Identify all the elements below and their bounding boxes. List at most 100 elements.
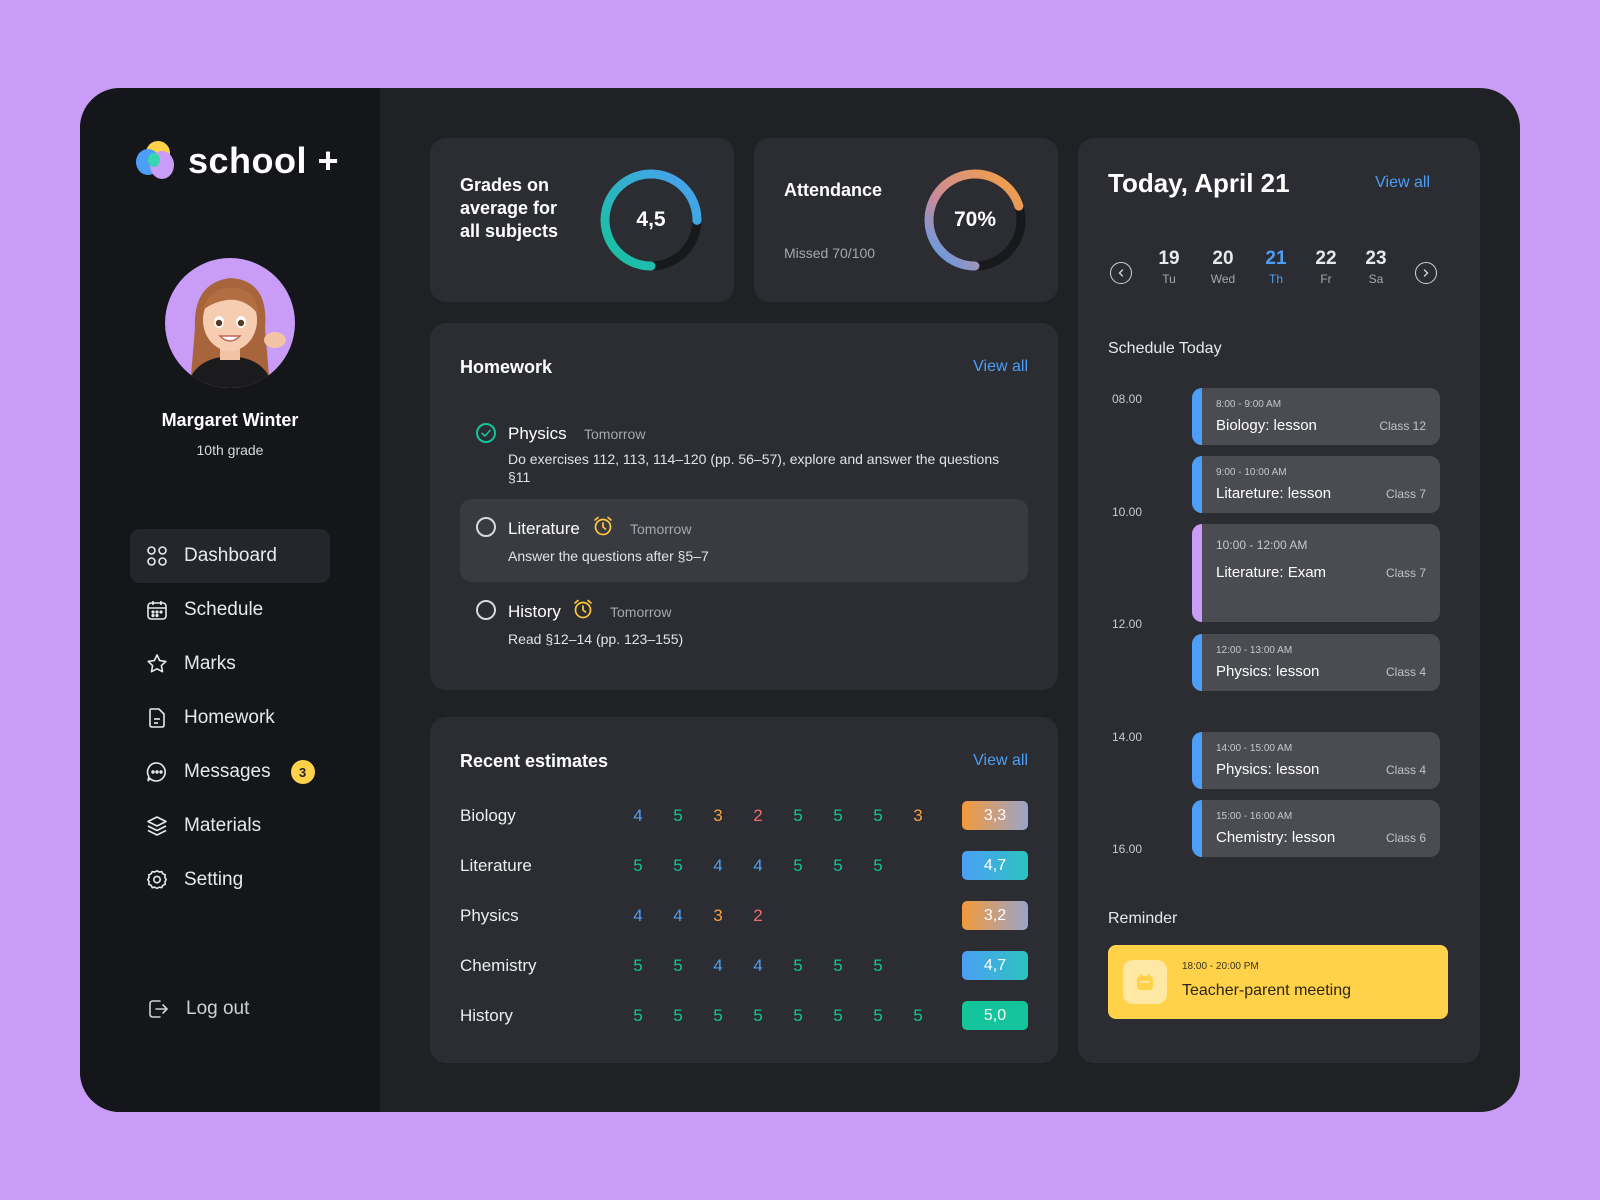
estimates-row[interactable]: History 5 5 5 5 5 5 5 5 5,0 — [460, 1001, 1028, 1031]
day-19[interactable]: 19 Tu — [1149, 248, 1189, 286]
estimate-mark: 2 — [753, 806, 763, 825]
schedule-event[interactable]: 8:00 - 9:00 AM Biology: lesson Class 12 — [1192, 388, 1440, 445]
estimate-mark: 5 — [873, 956, 883, 975]
estimate-average-badge: 3,2 — [962, 901, 1028, 930]
logout-button[interactable]: Log out — [146, 997, 249, 1021]
day-22[interactable]: 22 Fr — [1306, 248, 1346, 286]
document-icon — [149, 708, 165, 728]
event-name: Literature: Exam — [1216, 564, 1327, 581]
homework-checkbox[interactable] — [476, 423, 496, 443]
estimates-row[interactable]: Physics 4 4 3 2 3,2 — [460, 901, 1028, 931]
reminder-calendar-icon — [1123, 960, 1167, 1004]
time-label: 14.00 — [1112, 730, 1143, 744]
homework-view-all-link[interactable]: View all — [973, 358, 1028, 375]
sidebar: school + — [80, 88, 380, 1112]
sidebar-item-homework[interactable]: Homework — [130, 691, 330, 745]
event-time: 10:00 - 12:00 AM — [1216, 538, 1308, 552]
homework-item-history[interactable]: History Tomorrow Read §12–14 (pp. 123–15… — [460, 588, 1028, 658]
day-23[interactable]: 23 Sa — [1356, 248, 1396, 286]
schedule-event[interactable]: 12:00 - 13:00 AM Physics: lesson Class 4 — [1192, 634, 1440, 691]
schedule-event[interactable]: 9:00 - 10:00 AM Litareture: lesson Class… — [1192, 456, 1440, 513]
event-time: 9:00 - 10:00 AM — [1216, 467, 1287, 478]
estimates-row[interactable]: Literature 5 5 4 4 5 5 5 4,7 — [460, 851, 1028, 881]
estimate-average-badge: 5,0 — [962, 1001, 1028, 1030]
estimate-subject: Physics — [460, 906, 519, 925]
estimate-mark: 5 — [753, 1006, 763, 1025]
logo[interactable]: school + — [136, 140, 339, 182]
homework-checkbox[interactable] — [476, 600, 496, 620]
day-20[interactable]: 20 Wed — [1203, 248, 1243, 286]
logo-mark-icon — [136, 141, 176, 181]
estimates-view-all-link[interactable]: View all — [973, 752, 1028, 769]
estimate-mark: 5 — [793, 1006, 803, 1025]
estimate-average-badge: 4,7 — [962, 951, 1028, 980]
memoji-avatar-icon — [187, 278, 286, 388]
alarm-icon — [574, 599, 592, 619]
schedule-event[interactable]: 15:00 - 16:00 AM Chemistry: lesson Class… — [1192, 800, 1440, 857]
star-icon — [147, 654, 167, 673]
homework-description: Do exercises 112, 113, 114–120 (pp. 56–5… — [508, 451, 1000, 485]
event-color-bar — [1192, 456, 1202, 513]
estimates-row[interactable]: Biology 4 5 3 2 5 5 5 3 3,3 — [460, 801, 1028, 831]
homework-item-literature[interactable]: Literature Tomorrow Answer the questions… — [460, 499, 1028, 582]
attendance-value: 70% — [953, 208, 997, 231]
event-class: Class 4 — [1385, 763, 1426, 777]
homework-card: Homework View all Physics Tomorrow Do ex… — [430, 323, 1058, 690]
estimates-card: Recent estimates View all Biology 4 5 3 2 5 5 5… — [430, 717, 1058, 1063]
sidebar-item-marks[interactable]: Marks — [130, 637, 330, 691]
schedule-event-exam[interactable]: 10:00 - 12:00 AM Literature: Exam Class … — [1192, 524, 1440, 622]
estimate-mark: 5 — [833, 856, 843, 875]
next-week-button[interactable] — [1415, 262, 1437, 284]
time-label: 12.00 — [1112, 617, 1143, 631]
today-view-all-link[interactable]: View all — [1375, 174, 1430, 191]
attendance-card[interactable]: Attendance Missed 70/100 70% — [754, 138, 1058, 302]
event-class: Class 4 — [1385, 665, 1426, 679]
sidebar-item-materials[interactable]: Materials — [130, 799, 330, 853]
homework-subject: Literature — [508, 519, 580, 538]
grades-ring — [600, 169, 702, 271]
reminder-text: Teacher-parent meeting — [1182, 982, 1351, 999]
logo-text: school + — [188, 140, 340, 181]
estimate-mark: 3 — [713, 906, 723, 925]
sidebar-item-dashboard[interactable]: Dashboard — [130, 529, 330, 583]
event-color-bar — [1192, 800, 1202, 857]
event-name: Chemistry: lesson — [1216, 829, 1336, 846]
logout-icon — [149, 1000, 168, 1018]
estimate-mark: 5 — [873, 856, 883, 875]
schedule-event[interactable]: 14:00 - 15:00 AM Physics: lesson Class 4 — [1192, 732, 1440, 789]
estimate-mark: 3 — [713, 806, 723, 825]
day-21[interactable]: 21 Th — [1256, 248, 1296, 286]
estimate-mark: 4 — [753, 856, 763, 875]
homework-item-physics[interactable]: Physics Tomorrow Do exercises 112, 113, … — [460, 407, 1028, 489]
sidebar-item-schedule[interactable]: Schedule — [130, 583, 330, 637]
attendance-ring — [924, 169, 1026, 271]
chat-icon — [146, 762, 166, 782]
grades-card[interactable]: Grades on average for all subjects 4,5 — [430, 138, 734, 302]
schedule-panel: Today, April 21 View all 19 Tu 20 Wed 21… — [1078, 138, 1480, 1063]
event-name: Physics: lesson — [1216, 663, 1320, 680]
sidebar-item-messages[interactable]: Messages 3 — [130, 745, 330, 799]
estimate-subject: History — [460, 1006, 513, 1025]
event-time: 14:00 - 15:00 AM — [1216, 743, 1293, 754]
estimate-subject: Chemistry — [460, 956, 537, 975]
attendance-subtitle: Missed 70/100 — [784, 245, 876, 261]
homework-checkbox[interactable] — [476, 517, 496, 537]
estimate-mark: 5 — [793, 956, 803, 975]
estimates-row[interactable]: Chemistry 5 5 4 4 5 5 5 4,7 — [460, 951, 1028, 981]
calendar-icon — [147, 601, 167, 620]
reminder-card[interactable]: 18:00 - 20:00 PM Teacher-parent meeting — [1108, 945, 1448, 1019]
avatar[interactable] — [165, 258, 295, 388]
prev-week-button[interactable] — [1110, 262, 1132, 284]
sidebar-item-setting[interactable]: Setting — [130, 853, 330, 907]
estimate-mark: 4 — [713, 956, 723, 975]
estimate-mark: 4 — [753, 956, 763, 975]
estimate-mark: 5 — [673, 806, 683, 825]
estimate-subject: Literature — [460, 856, 532, 875]
app-window: school + — [80, 88, 1520, 1112]
day-number: 19 — [1158, 248, 1180, 269]
event-color-bar — [1192, 524, 1202, 622]
estimate-mark: 5 — [873, 806, 883, 825]
grades-value: 4,5 — [636, 208, 666, 231]
homework-description: Answer the questions after §5–7 — [508, 548, 709, 564]
time-label: 16.00 — [1112, 842, 1143, 856]
